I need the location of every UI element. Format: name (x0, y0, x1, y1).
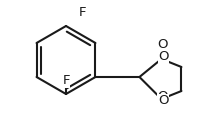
Text: O: O (158, 94, 169, 108)
Text: F: F (62, 75, 70, 88)
Text: O: O (158, 50, 169, 64)
Text: O: O (158, 89, 168, 102)
Text: O: O (158, 37, 168, 50)
Text: F: F (78, 6, 86, 18)
